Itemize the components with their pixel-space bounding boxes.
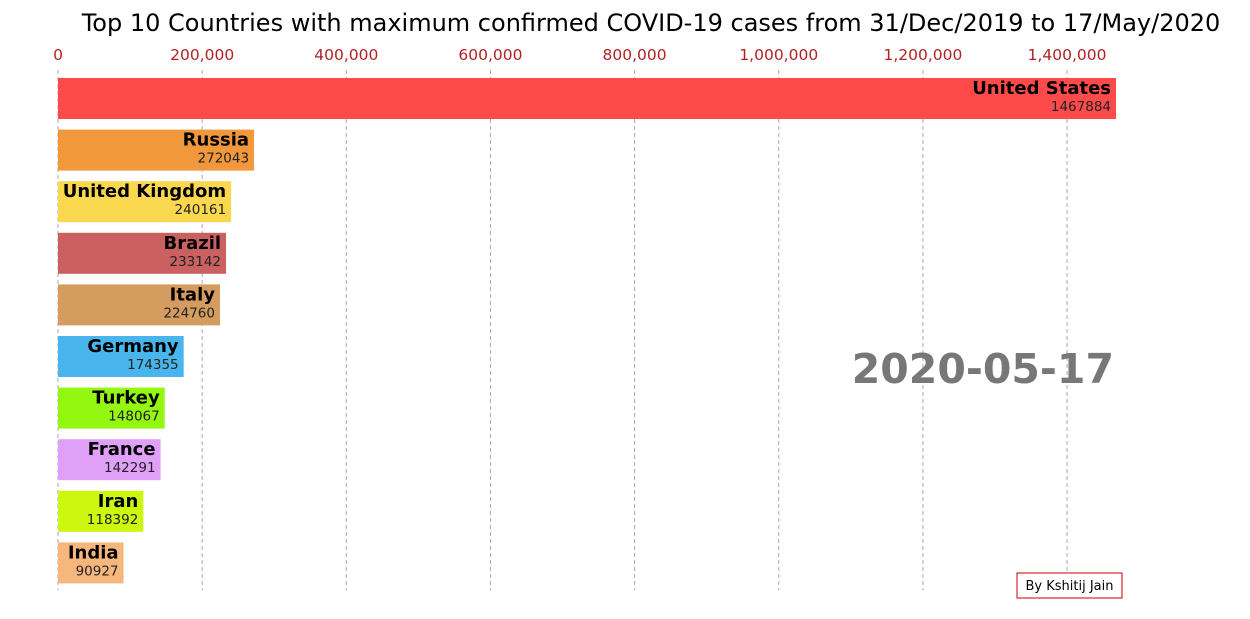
- bar-category-label: Russia: [183, 130, 249, 151]
- bar-value-label: 1467884: [1051, 99, 1111, 115]
- bar-category-label: United States: [972, 78, 1111, 99]
- x-tick-label: 1,000,000: [739, 46, 818, 64]
- chart-title: Top 10 Countries with maximum confirmed …: [81, 9, 1221, 37]
- credit-border: [1016, 572, 1123, 599]
- x-tick-label: 600,000: [458, 46, 522, 64]
- x-tick-label: 0: [53, 46, 63, 64]
- bar-category-label: Brazil: [163, 233, 221, 254]
- bar: [58, 542, 124, 584]
- bar-category-label: Turkey: [92, 388, 160, 409]
- bar: [58, 336, 184, 377]
- bar: [58, 78, 1116, 119]
- bar-category-label: India: [68, 542, 119, 563]
- bar-value-label: 272043: [198, 151, 250, 167]
- bar-value-label: 148067: [108, 409, 160, 425]
- date-label: 2020-05-17: [852, 345, 1114, 393]
- bar: [58, 490, 144, 532]
- bar-value-label: 233142: [169, 254, 221, 270]
- bar-value-label: 240161: [175, 202, 227, 218]
- bar-category-label: Iran: [98, 491, 139, 512]
- bar-category-label: United Kingdom: [63, 181, 226, 202]
- bar: [58, 232, 227, 274]
- bar-value-label: 174355: [127, 357, 179, 373]
- x-tick-label: 400,000: [314, 46, 378, 64]
- x-tick-label: 1,200,000: [883, 46, 962, 64]
- bar-value-label: 118392: [87, 512, 139, 528]
- credit-text: By Kshitij Jain: [1026, 579, 1114, 594]
- bar-category-label: France: [88, 439, 156, 460]
- bar-value-label: 90927: [76, 563, 119, 579]
- credit-box: By Kshitij Jain: [1016, 572, 1123, 599]
- bar: [58, 387, 165, 429]
- x-axis-ticks: 0 200,000 400,000 600,000 800,000 1,000,000 1,…: [53, 46, 1106, 64]
- x-tick-label: 200,000: [170, 46, 234, 64]
- bar: [58, 439, 161, 481]
- bar: [58, 129, 255, 171]
- bar: [58, 181, 232, 223]
- bar-value-label: 224760: [163, 305, 215, 321]
- bar-category-label: Italy: [170, 284, 216, 305]
- bar-category-label: Germany: [87, 336, 179, 357]
- x-tick-label: 1,400,000: [1028, 46, 1107, 64]
- bar-value-label: 142291: [104, 460, 156, 476]
- bar: [58, 284, 220, 326]
- x-tick-label: 800,000: [603, 46, 667, 64]
